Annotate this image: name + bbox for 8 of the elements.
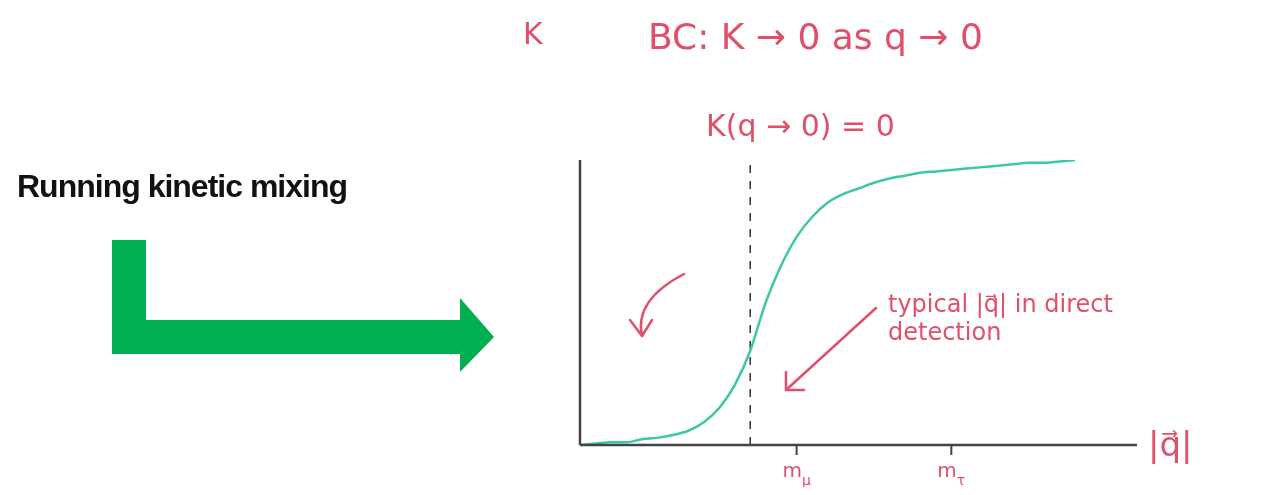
- text: Running kinetic mixing: [17, 168, 348, 205]
- x-tick-label: m$_{τ}$: [937, 458, 966, 488]
- x-axis-title: |q⃗|: [1148, 424, 1193, 464]
- x-tick-label: m$_{μ}$: [782, 458, 811, 488]
- text: BC: K → 0 as q → 0: [648, 16, 983, 57]
- text: K(q → 0) = 0: [706, 108, 895, 143]
- annotation: typical |q⃗| in direct detection: [888, 290, 1114, 346]
- y-axis-title: K: [523, 16, 543, 51]
